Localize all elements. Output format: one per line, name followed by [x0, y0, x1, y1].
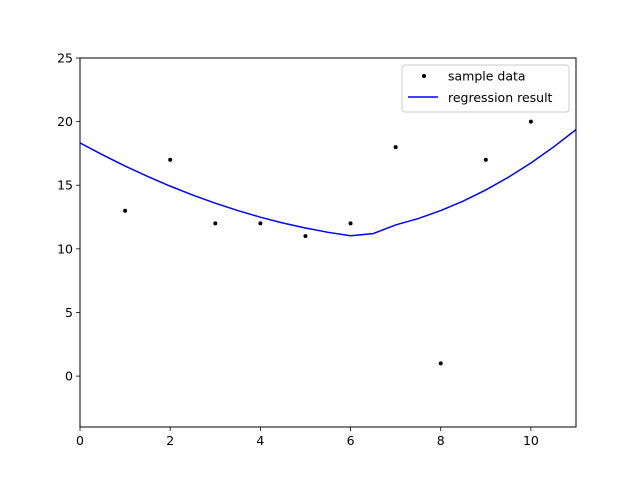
x-tick-label: 4: [256, 433, 264, 448]
data-point: [528, 119, 533, 124]
legend-label-regression-result: regression result: [448, 90, 553, 105]
data-point: [213, 221, 218, 226]
regression-line: [80, 129, 576, 237]
y-axis: 0 5 10 15 20 25: [57, 51, 80, 384]
data-point: [393, 145, 398, 150]
x-tick-label: 6: [347, 433, 355, 448]
y-tick-label: 15: [57, 178, 73, 193]
x-tick-label: 10: [523, 433, 539, 448]
x-tick-label: 0: [76, 433, 84, 448]
y-tick-label: 25: [57, 51, 73, 66]
x-tick-label: 2: [166, 433, 174, 448]
data-point: [438, 361, 443, 366]
data-point: [258, 221, 263, 226]
y-tick-label: 20: [57, 114, 73, 129]
x-axis: 0 2 4 6 8 10: [76, 427, 539, 448]
data-point: [348, 221, 353, 226]
data-point: [123, 208, 128, 213]
legend-box: [401, 64, 570, 113]
data-point: [483, 157, 488, 162]
y-tick-label: 5: [65, 305, 73, 320]
plot-area: [80, 58, 576, 427]
legend-label-sample-data: sample data: [448, 69, 526, 84]
y-tick-label: 0: [65, 369, 73, 384]
legend-marker-sample-data: [422, 74, 426, 78]
legend: sample data regression result: [401, 64, 570, 113]
y-tick-label: 10: [57, 241, 73, 256]
data-point: [303, 234, 308, 239]
x-tick-label: 8: [437, 433, 445, 448]
plot-frame: [79, 57, 577, 428]
data-point: [168, 157, 173, 162]
